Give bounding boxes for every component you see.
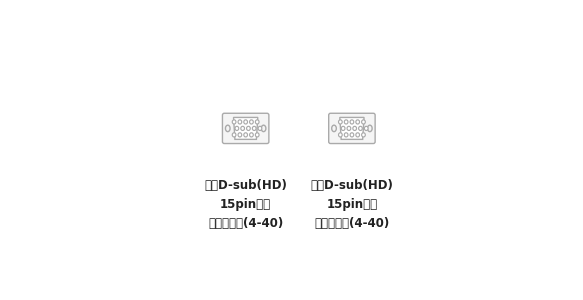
Ellipse shape bbox=[361, 133, 366, 137]
Ellipse shape bbox=[241, 126, 244, 130]
Polygon shape bbox=[340, 117, 364, 140]
FancyBboxPatch shape bbox=[223, 113, 269, 143]
Ellipse shape bbox=[247, 126, 250, 130]
Ellipse shape bbox=[350, 120, 354, 124]
Ellipse shape bbox=[252, 126, 256, 130]
Ellipse shape bbox=[250, 120, 253, 124]
Polygon shape bbox=[234, 117, 258, 140]
Ellipse shape bbox=[345, 133, 348, 137]
Ellipse shape bbox=[350, 133, 354, 137]
Ellipse shape bbox=[332, 125, 336, 132]
Ellipse shape bbox=[255, 120, 259, 124]
Ellipse shape bbox=[339, 120, 342, 124]
Ellipse shape bbox=[356, 120, 360, 124]
Ellipse shape bbox=[367, 125, 372, 132]
Ellipse shape bbox=[232, 133, 236, 137]
Ellipse shape bbox=[232, 120, 236, 124]
Ellipse shape bbox=[255, 133, 259, 137]
Ellipse shape bbox=[339, 133, 342, 137]
Ellipse shape bbox=[345, 120, 348, 124]
Ellipse shape bbox=[361, 120, 366, 124]
Ellipse shape bbox=[238, 120, 242, 124]
Ellipse shape bbox=[356, 133, 360, 137]
Ellipse shape bbox=[359, 126, 362, 130]
FancyBboxPatch shape bbox=[329, 113, 375, 143]
Ellipse shape bbox=[244, 133, 248, 137]
Ellipse shape bbox=[353, 126, 357, 130]
Ellipse shape bbox=[258, 126, 262, 130]
Ellipse shape bbox=[235, 126, 238, 130]
Ellipse shape bbox=[250, 133, 253, 137]
Ellipse shape bbox=[238, 133, 242, 137]
Text: ミニD-sub(HD)
15pinオス
インチネジ(4-40): ミニD-sub(HD) 15pinオス インチネジ(4-40) bbox=[204, 179, 287, 230]
Ellipse shape bbox=[341, 126, 345, 130]
Ellipse shape bbox=[364, 126, 368, 130]
Ellipse shape bbox=[244, 120, 248, 124]
Text: ミニD-sub(HD)
15pinオス
インチネジ(4-40): ミニD-sub(HD) 15pinオス インチネジ(4-40) bbox=[311, 179, 394, 230]
Ellipse shape bbox=[226, 125, 230, 132]
Ellipse shape bbox=[261, 125, 266, 132]
Ellipse shape bbox=[347, 126, 351, 130]
